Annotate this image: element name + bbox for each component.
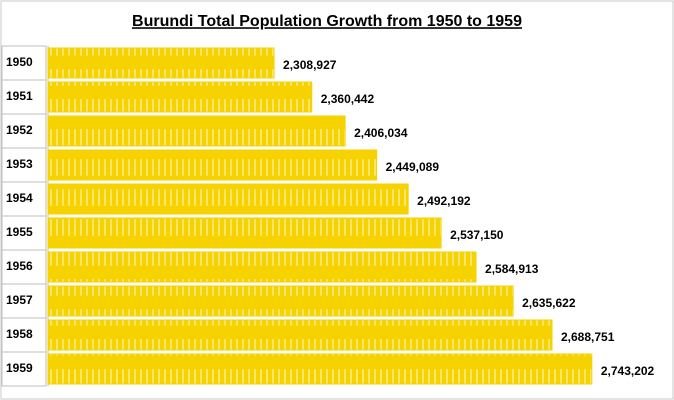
- bar: [47, 353, 593, 385]
- y-tick-label: 1952: [6, 123, 33, 137]
- category-cell: [1, 317, 47, 353]
- y-tick-label: 1955: [6, 225, 33, 239]
- y-tick-label: 1957: [6, 293, 33, 307]
- category-cell: [1, 215, 47, 251]
- value-label: 2,743,202: [601, 364, 655, 378]
- y-tick-label: 1953: [6, 157, 33, 171]
- category-cell: [1, 249, 47, 285]
- value-label: 2,584,913: [485, 262, 539, 276]
- y-tick-label: 1958: [6, 327, 33, 341]
- y-tick-label: 1950: [6, 55, 33, 69]
- bar: [47, 183, 409, 215]
- value-label: 2,360,442: [321, 92, 375, 106]
- bar: [47, 149, 378, 181]
- chart-title: Burundi Total Population Growth from 195…: [132, 13, 522, 30]
- category-cell: [1, 45, 47, 81]
- y-tick-label: 1959: [6, 361, 33, 375]
- value-label: 2,635,622: [522, 296, 576, 310]
- category-cell: [1, 181, 47, 217]
- value-label: 2,406,034: [354, 126, 408, 140]
- y-tick-label: 1956: [6, 259, 33, 273]
- value-label: 2,688,751: [561, 330, 615, 344]
- bar: [47, 81, 313, 113]
- bar: [47, 115, 346, 147]
- y-tick-label: 1951: [6, 89, 33, 103]
- bar: [47, 319, 553, 351]
- value-label: 2,492,192: [417, 194, 471, 208]
- category-cell: [1, 351, 47, 387]
- bar: [47, 47, 275, 79]
- value-label: 2,449,089: [386, 160, 440, 174]
- category-cell: [1, 147, 47, 183]
- bar: [47, 285, 514, 317]
- value-label: 2,537,150: [450, 228, 504, 242]
- category-cell: [1, 283, 47, 319]
- bar: [47, 251, 477, 283]
- bar: [47, 217, 442, 249]
- value-label: 2,308,927: [283, 58, 337, 72]
- y-tick-label: 1954: [6, 191, 33, 205]
